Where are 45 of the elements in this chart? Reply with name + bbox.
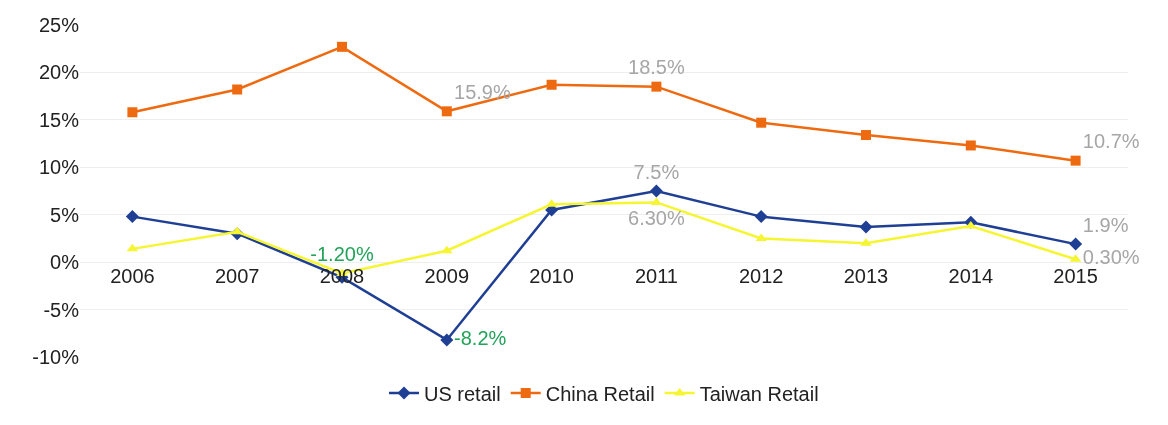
x-tick-label: 2011 (634, 265, 678, 288)
y-tick-label: 20% (38, 61, 80, 84)
y-tick-label: -10% (32, 346, 80, 368)
point (754, 210, 768, 224)
x-tick-label: 2013 (843, 265, 889, 288)
point (1069, 237, 1083, 251)
legend-label: China Retail (545, 382, 655, 405)
point (756, 117, 767, 128)
data-label: 7.5% (633, 160, 680, 183)
point (440, 333, 454, 347)
point (861, 130, 871, 141)
point (125, 210, 139, 224)
data-label: -8.2% (454, 326, 507, 349)
data-label: -1.20% (310, 243, 374, 266)
point (859, 220, 873, 234)
point (965, 140, 976, 151)
point (441, 106, 452, 117)
x-tick-label: 2012 (738, 265, 784, 288)
point (441, 245, 453, 254)
data-label: 6.30% (628, 206, 685, 229)
data-label: 10.7% (1082, 130, 1140, 153)
point (231, 226, 243, 235)
data-label: 1.9% (1082, 213, 1129, 236)
x-tick-label: 2010 (529, 265, 574, 288)
point (651, 81, 662, 92)
point (127, 107, 138, 118)
point (546, 79, 557, 90)
x-tick-label: 2009 (424, 265, 470, 288)
point (1070, 155, 1081, 166)
y-tick-label: 0% (50, 251, 80, 274)
data-label: 18.5% (628, 56, 685, 79)
y-tick-label: 10% (38, 156, 80, 179)
y-tick-label: 5% (50, 203, 80, 226)
legend-label: US retail (424, 382, 501, 405)
legend-label: Taiwan Retail (699, 382, 819, 405)
y-tick-label: 15% (38, 108, 80, 131)
y-tick-label: -5% (43, 298, 80, 321)
x-tick-label: 2014 (948, 265, 994, 288)
x-tick-label: 2007 (214, 265, 260, 288)
point (337, 41, 347, 52)
point (232, 84, 243, 95)
x-tick-label: 2006 (110, 265, 155, 288)
point (649, 184, 663, 198)
data-label: 15.9% (454, 81, 511, 104)
y-tick-label: 25% (38, 14, 80, 36)
